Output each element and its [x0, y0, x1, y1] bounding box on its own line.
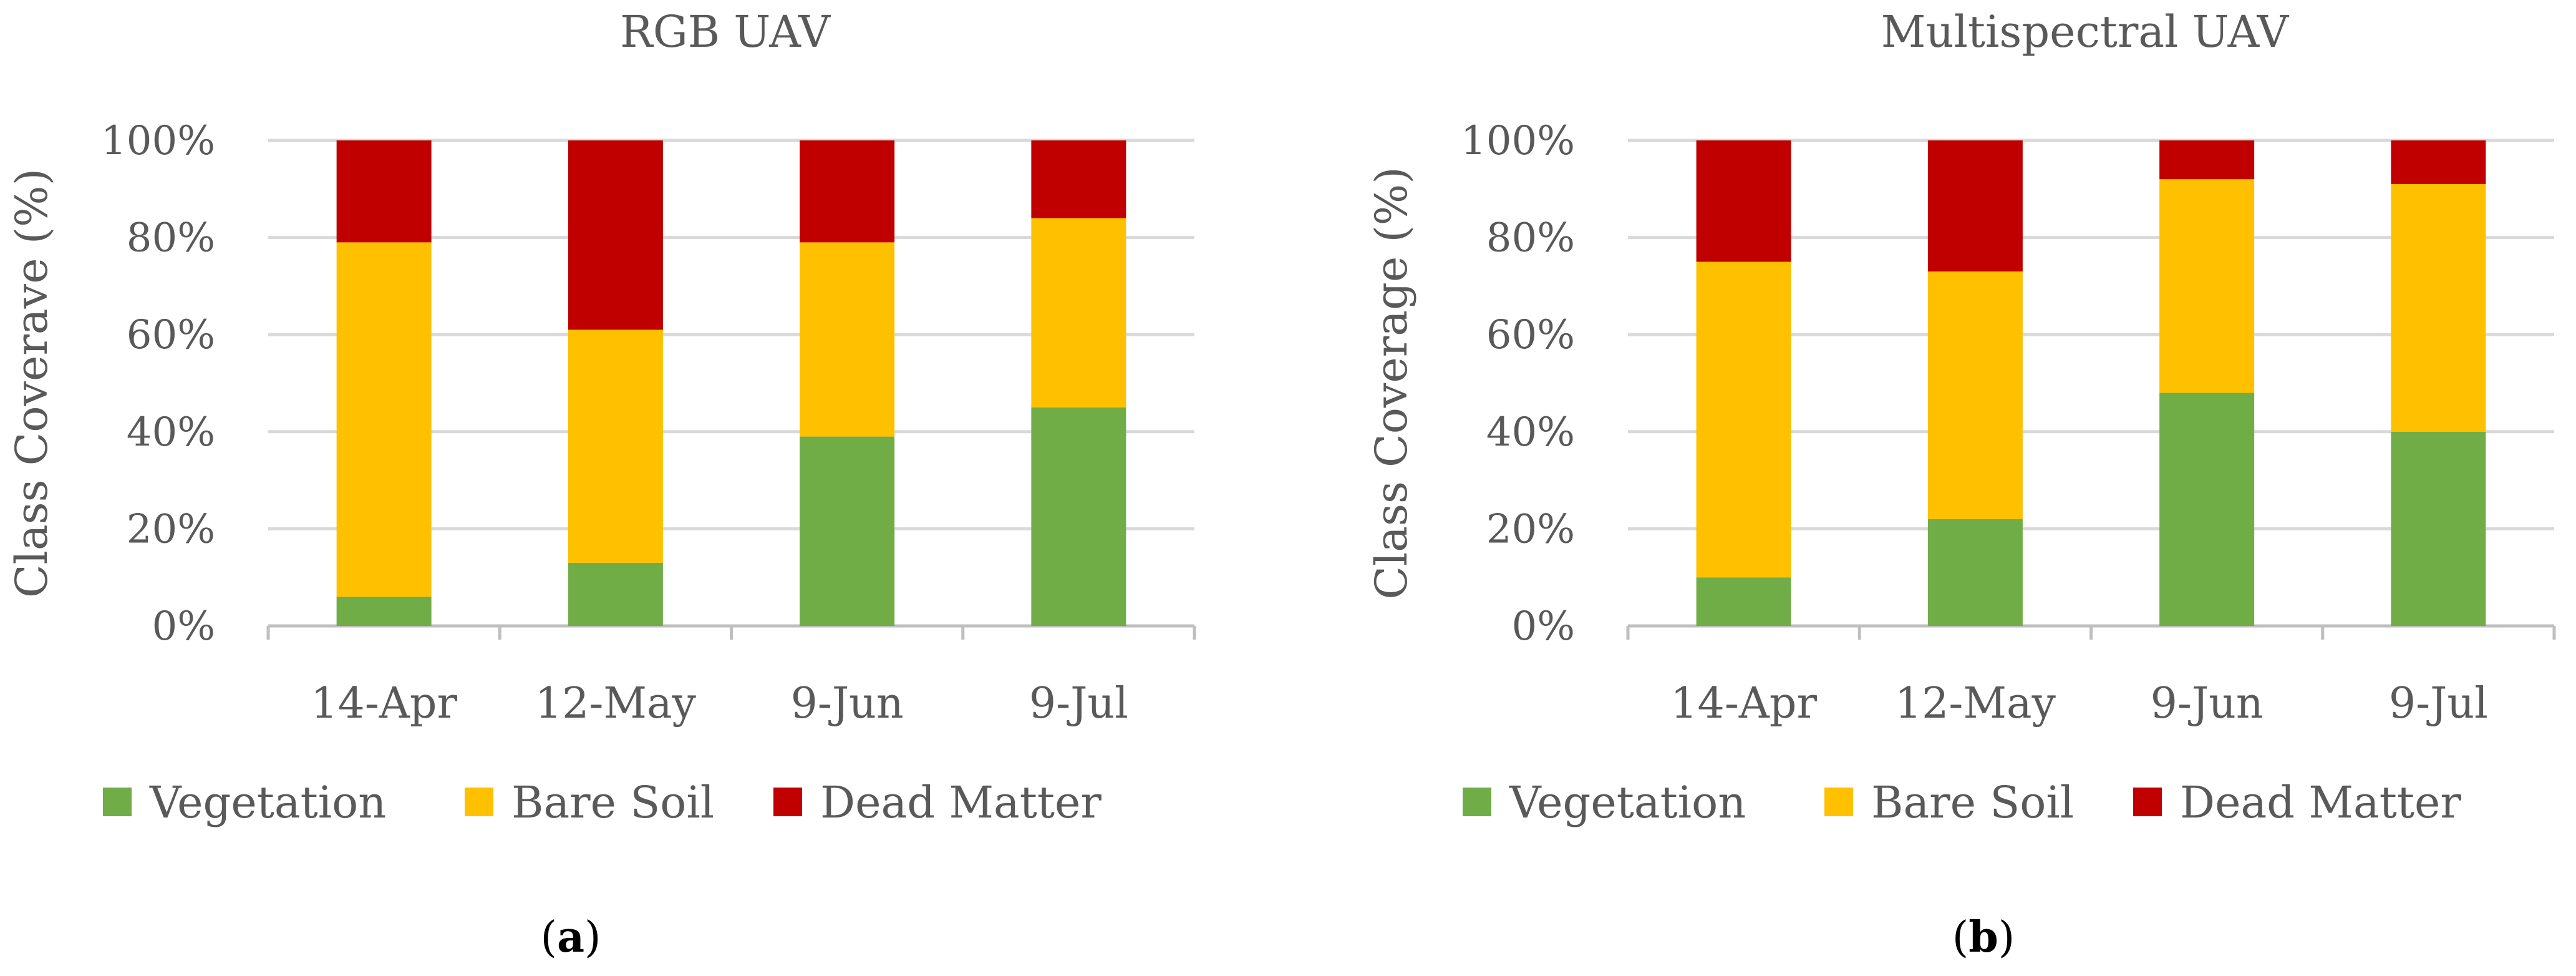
bar-vegetation-9-jun — [2159, 393, 2255, 626]
bar-vegetation-14-apr — [336, 597, 432, 626]
legend-swatch-vegetation — [1463, 788, 1491, 816]
bar-bare-soil-9-jun — [2159, 179, 2255, 393]
bar-vegetation-9-jul — [2391, 431, 2486, 626]
bar-dead-matter-14-apr — [1696, 140, 1791, 262]
x-tick-label: 9-Jun — [791, 679, 904, 728]
bar-dead-matter-9-jul — [2391, 140, 2486, 185]
y-tick-label: 100% — [101, 118, 215, 164]
chart-rgb-uav: RGB UAV 0% 20% 40% 60% 80% 100% Class Coverave … — [6, 6, 1196, 962]
legend-label-bare-soil: Bare Soil — [511, 777, 714, 828]
y-axis-label: Class Coverage (%) — [1366, 167, 1417, 599]
legend-label-dead-matter: Dead Matter — [820, 777, 1102, 828]
y-tick-label: 40% — [1486, 409, 1575, 456]
caption-label: a — [557, 912, 584, 962]
legend-swatch-vegetation — [103, 788, 132, 816]
bar-bare-soil-14-apr — [336, 242, 432, 597]
caption-label: b — [1968, 912, 1998, 962]
bar-bare-soil-14-apr — [1696, 261, 1791, 578]
y-tick-label: 0% — [152, 603, 215, 650]
legend-swatch-bare-soil — [465, 788, 493, 816]
y-tick-label: 60% — [1486, 312, 1575, 358]
bar-dead-matter-9-jun — [2159, 140, 2255, 180]
legend-label-vegetation: Vegetation — [149, 777, 386, 828]
bar-dead-matter-12-may — [568, 140, 663, 330]
bar-dead-matter-9-jun — [800, 140, 895, 243]
y-tick-label: 40% — [127, 409, 215, 456]
bar-bare-soil-9-jul — [1031, 218, 1126, 407]
bar-vegetation-9-jun — [800, 436, 895, 626]
y-tick-label: 80% — [127, 215, 215, 261]
y-tick-label: 60% — [127, 312, 215, 358]
bar-bare-soil-9-jul — [2391, 184, 2486, 432]
chart-multispectral-uav: Multispectral UAV 0% 20% 40% 60% 80% 100% Class… — [1366, 6, 2556, 962]
bar-vegetation-12-may — [1927, 519, 2023, 626]
x-tick-label: 9-Jul — [2389, 679, 2488, 728]
y-tick-label: 80% — [1486, 215, 1575, 261]
chart-title: Multispectral UAV — [1881, 6, 2290, 57]
legend-swatch-dead-matter — [773, 788, 802, 816]
bar-bare-soil-12-may — [1927, 271, 2023, 519]
figure-caption: (b) — [1952, 912, 2015, 962]
bar-bare-soil-9-jun — [800, 242, 895, 437]
chart-title: RGB UAV — [620, 6, 831, 57]
legend-label-dead-matter: Dead Matter — [2180, 777, 2461, 828]
x-tick-label: 12-May — [1895, 679, 2056, 728]
bar-vegetation-9-jul — [1031, 407, 1126, 626]
x-tick-label: 9-Jul — [1029, 679, 1128, 728]
x-tick-label: 14-Apr — [1670, 679, 1817, 728]
x-tick-label: 12-May — [535, 679, 697, 728]
x-tick-label: 9-Jun — [2151, 679, 2264, 728]
y-tick-label: 100% — [1461, 118, 1575, 164]
bar-vegetation-12-may — [568, 562, 663, 626]
y-axis-label: Class Coverave (%) — [6, 168, 57, 598]
x-tick-label: 14-Apr — [311, 679, 457, 728]
bar-dead-matter-14-apr — [336, 140, 432, 243]
legend-label-vegetation: Vegetation — [1509, 777, 1746, 828]
bar-vegetation-14-apr — [1696, 577, 1791, 626]
legend-swatch-dead-matter — [2133, 788, 2162, 816]
legend-label-bare-soil: Bare Soil — [1871, 777, 2074, 828]
bar-dead-matter-9-jul — [1031, 140, 1126, 218]
legend-swatch-bare-soil — [1824, 788, 1853, 816]
y-tick-label: 20% — [127, 506, 215, 552]
y-tick-label: 20% — [1486, 506, 1575, 552]
bar-dead-matter-12-may — [1927, 140, 2023, 272]
figure-caption: (a) — [540, 912, 601, 962]
y-tick-label: 0% — [1511, 603, 1575, 650]
bar-bare-soil-12-may — [568, 329, 663, 563]
